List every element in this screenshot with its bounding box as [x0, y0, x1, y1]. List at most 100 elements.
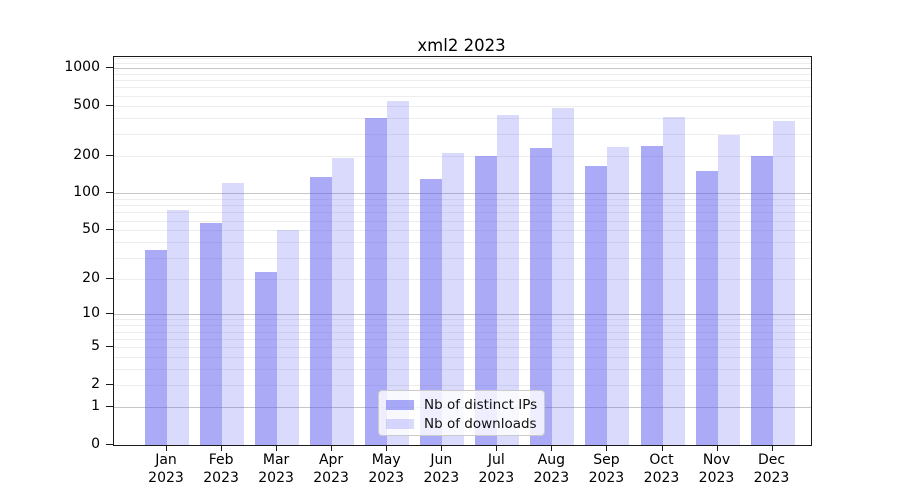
x-tick-year: 2023 [368, 470, 404, 486]
bar-downloads-jan [167, 210, 189, 445]
x-tick [221, 445, 223, 451]
x-tick [661, 445, 663, 451]
legend-row-distinct-ips: Nb of distinct IPs [386, 395, 544, 414]
x-tick-month: Mar [262, 452, 290, 468]
gridline-major [114, 193, 811, 195]
gridline-minor [114, 220, 811, 222]
y-tick [106, 444, 113, 445]
x-tick [386, 445, 388, 451]
x-tick-year: 2023 [258, 470, 294, 486]
legend-swatch-downloads [386, 418, 414, 429]
y-tick [106, 384, 113, 386]
y-tick-label: 0 [91, 436, 100, 452]
x-tick-month: Nov [702, 452, 731, 468]
bar-downloads-apr [332, 158, 355, 445]
x-tick-label: Jan 2023 [134, 451, 198, 487]
bar-downloads-dec [772, 120, 795, 445]
x-tick-label: Apr 2023 [299, 451, 363, 487]
x-tick-label: Mar 2023 [244, 451, 308, 487]
y-tick [106, 346, 113, 348]
x-tick-year: 2023 [148, 470, 184, 486]
gridline-minor [114, 198, 811, 200]
x-tick-month: Apr [318, 452, 344, 468]
bar-distinct-ips-jul [475, 155, 498, 445]
gridline-minor [114, 331, 811, 333]
legend-swatch-distinct-ips [386, 399, 414, 410]
x-tick-month: Jun [430, 452, 453, 468]
bar-downloads-mar [277, 230, 300, 445]
gridline-minor [114, 117, 811, 119]
x-tick [716, 445, 718, 451]
gridline-minor [114, 278, 811, 280]
bar-distinct-ips-apr [310, 176, 333, 445]
bar-downloads-may [387, 100, 410, 445]
bar-distinct-ips-aug [530, 148, 553, 445]
x-tick [441, 445, 443, 451]
y-tick-label: 100 [73, 184, 100, 201]
gridline-minor [114, 338, 811, 340]
gridline-minor [114, 155, 811, 157]
x-tick [276, 445, 278, 451]
x-tick-month: Jan [155, 452, 177, 468]
y-tick [106, 154, 113, 156]
gridline-minor [114, 62, 811, 64]
x-tick [166, 445, 167, 451]
gridline-minor [114, 205, 811, 207]
x-tick-year: 2023 [588, 470, 625, 486]
x-tick-label: Jun 2023 [409, 451, 473, 487]
bar-downloads-nov [717, 135, 740, 445]
x-tick-year: 2023 [533, 470, 570, 486]
y-tick-label: 1 [91, 398, 100, 415]
y-tick-label: 20 [82, 269, 100, 286]
bar-downloads-jun [442, 153, 465, 445]
bar-distinct-ips-jun [420, 179, 443, 445]
x-tick-label: Sep 2023 [574, 451, 638, 487]
x-tick [331, 445, 333, 451]
gridline-minor [114, 80, 811, 82]
x-tick-year: 2023 [203, 470, 239, 486]
x-tick-label: Oct 2023 [630, 451, 694, 487]
bar-distinct-ips-jan [145, 249, 167, 445]
plot-area [113, 56, 812, 446]
bar-distinct-ips-dec [750, 155, 773, 445]
y-tick [106, 104, 113, 106]
y-tick-label: 10 [82, 305, 100, 322]
x-tick-year: 2023 [698, 470, 735, 486]
gridline-minor [114, 58, 811, 60]
gridline-minor [114, 319, 811, 321]
gridline-major [114, 314, 811, 316]
x-tick-year: 2023 [423, 470, 460, 486]
y-tick-label: 50 [82, 221, 100, 238]
x-tick [496, 445, 498, 451]
y-tick [106, 229, 113, 231]
x-tick-label: Jul 2023 [464, 451, 528, 487]
y-tick-label: 2 [91, 376, 100, 393]
x-tick [771, 445, 773, 451]
bar-downloads-jul [497, 115, 520, 445]
y-tick-label: 1000 [64, 59, 100, 75]
bar-distinct-ips-may [365, 117, 388, 445]
x-tick-label: Aug 2023 [519, 451, 583, 487]
x-tick-year: 2023 [313, 470, 349, 486]
x-tick-label: Feb 2023 [189, 451, 253, 487]
x-tick-month: May [371, 452, 401, 468]
x-tick-month: Feb [208, 452, 234, 468]
y-tick [106, 406, 113, 408]
chart-title: xml2 2023 [417, 36, 506, 55]
x-tick-year: 2023 [478, 470, 515, 486]
x-tick-year: 2023 [643, 470, 680, 486]
y-tick [106, 192, 113, 194]
gridline-minor [114, 95, 811, 97]
gridline-minor [114, 230, 811, 232]
gridline-minor [114, 105, 811, 107]
x-tick-month: Jul [487, 452, 505, 468]
x-tick [606, 445, 608, 451]
legend-row-downloads: Nb of downloads [386, 414, 544, 433]
x-tick-label: May 2023 [354, 451, 418, 487]
y-tick [106, 277, 113, 279]
bar-distinct-ips-oct [640, 145, 663, 445]
bar-downloads-oct [662, 116, 685, 445]
x-tick-year: 2023 [753, 470, 790, 486]
bar-distinct-ips-feb [200, 222, 223, 445]
